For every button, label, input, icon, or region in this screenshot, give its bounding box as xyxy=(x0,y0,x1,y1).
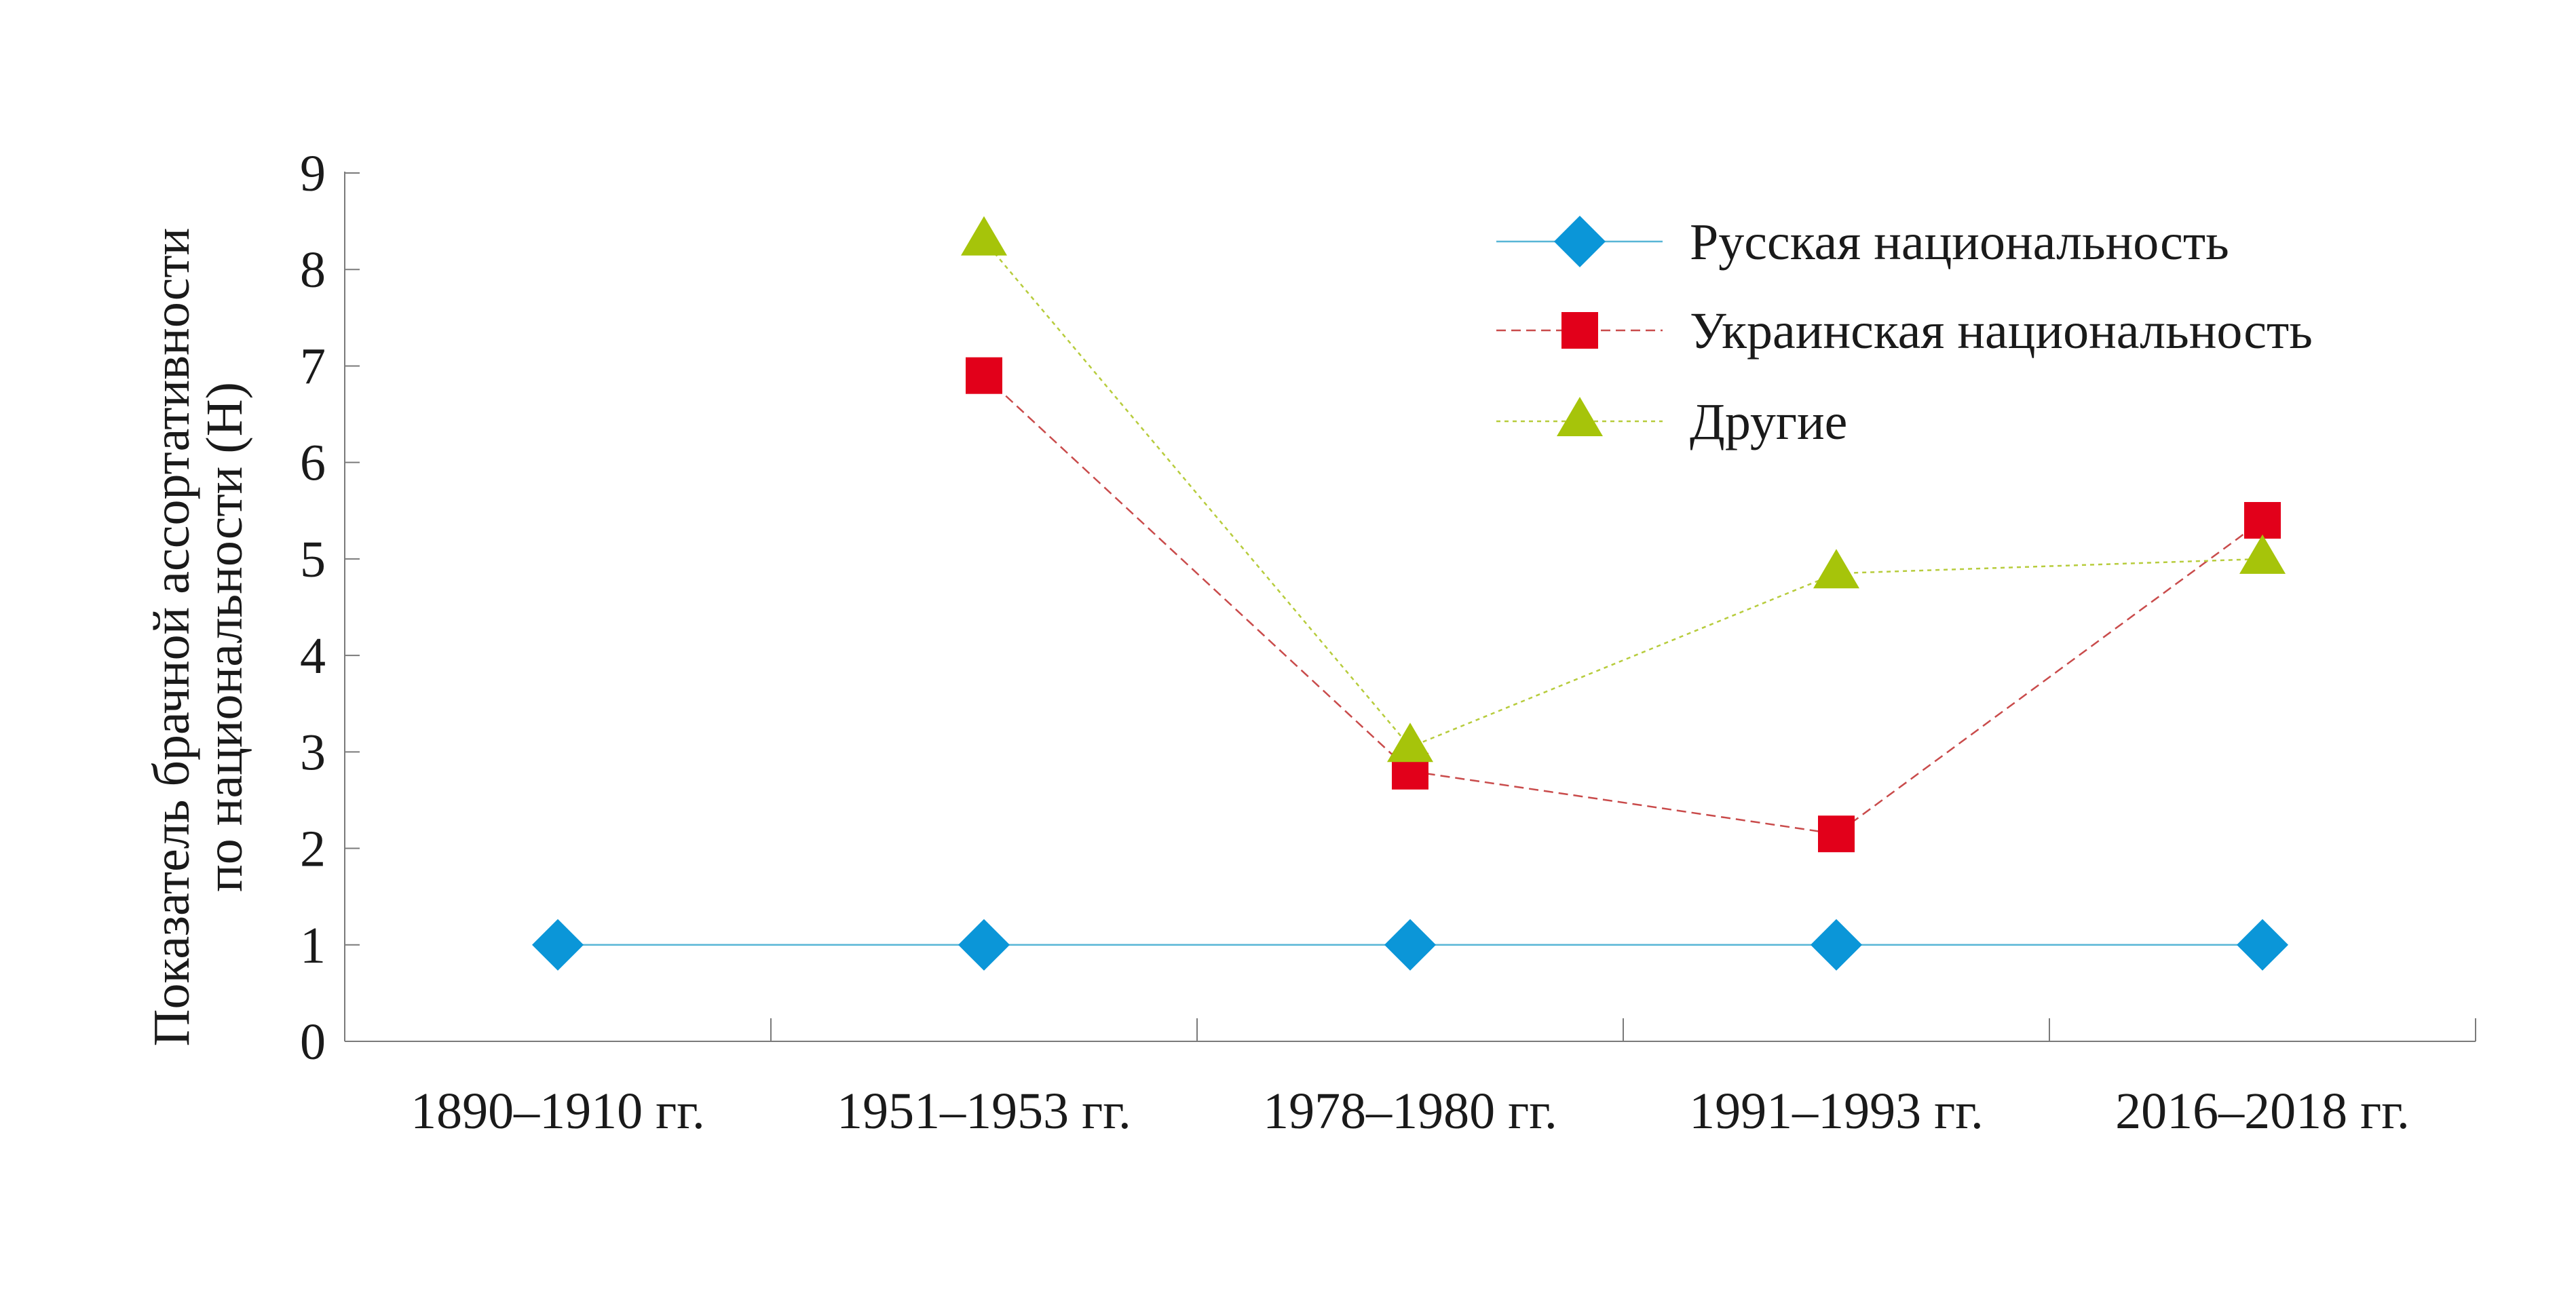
x-tick-label: 1890–1910 гг. xyxy=(411,1083,705,1140)
y-axis-title-line-1: Показатель брачной ассортативности xyxy=(143,228,200,1047)
legend-label-3: Другие xyxy=(1690,393,1847,450)
series-3-point xyxy=(961,216,1007,256)
legend-marker-3 xyxy=(1557,397,1603,437)
y-tick-label: 2 xyxy=(300,821,326,878)
y-tick-label: 6 xyxy=(300,435,326,492)
series-3-point xyxy=(2239,534,2286,574)
legend: Русская национальность Украинская национа… xyxy=(1496,214,2313,450)
x-tick-label: 1978–1980 гг. xyxy=(1263,1083,1557,1140)
series-1-point xyxy=(1384,919,1436,971)
series-line-3 xyxy=(983,239,2263,748)
x-tick-label: 1951–1953 гг. xyxy=(837,1083,1131,1140)
series-markers xyxy=(532,216,2288,971)
series-2-point xyxy=(966,357,1002,394)
legend-label-2: Украинская национальность xyxy=(1690,303,2313,360)
series-3-point xyxy=(1387,722,1433,763)
series-2-point xyxy=(1818,815,1855,853)
series-1-point xyxy=(2237,919,2288,971)
series-1-point xyxy=(958,919,1010,971)
y-tick-label: 9 xyxy=(300,145,326,202)
y-tick-label: 5 xyxy=(300,531,326,588)
series-line-2 xyxy=(983,374,2263,835)
y-tick-label: 4 xyxy=(300,628,326,685)
series-1-point xyxy=(1811,919,1862,971)
legend-marker-1 xyxy=(1554,216,1606,267)
x-tick-label: 2016–2018 гг. xyxy=(2115,1083,2410,1140)
y-tick-label: 1 xyxy=(300,917,326,974)
x-tick-label: 1991–1993 гг. xyxy=(1689,1083,1984,1140)
y-tick-label: 8 xyxy=(300,242,326,298)
legend-marker-2 xyxy=(1561,312,1598,349)
series-3-point xyxy=(1813,549,1859,589)
series-1-point xyxy=(532,919,584,971)
legend-label-1: Русская национальность xyxy=(1690,214,2229,271)
y-tick-label: 7 xyxy=(300,338,326,395)
y-tick-label: 0 xyxy=(300,1014,326,1071)
y-axis-title-line-2: по национальности (H) xyxy=(196,382,253,892)
chart-axes: 0 1 2 3 4 5 6 7 8 9 1890–1910 гг. 1951–1953 гг. 1978… xyxy=(300,145,2476,1140)
y-tick-label: 3 xyxy=(300,724,326,781)
series-2-point xyxy=(2244,502,2281,539)
